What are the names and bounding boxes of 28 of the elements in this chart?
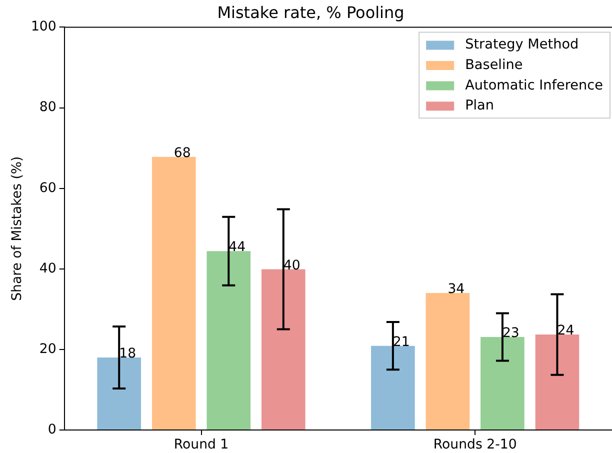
y-tick-label: 80 <box>39 100 56 116</box>
legend-label: Plan <box>465 98 494 114</box>
y-tick-label: 20 <box>39 342 56 357</box>
bar <box>262 269 306 430</box>
data-label: 34 <box>448 282 465 298</box>
y-tick-label: 100 <box>30 20 56 35</box>
y-axis-title: Share of Mistakes (%) <box>10 156 25 301</box>
y-tick-label: 0 <box>48 422 56 438</box>
legend-label: Baseline <box>465 57 523 74</box>
y-tick-label: 60 <box>39 180 56 196</box>
bar <box>426 293 470 430</box>
data-label: 44 <box>228 240 246 256</box>
data-label: 68 <box>174 146 191 161</box>
bar <box>206 251 251 430</box>
x-tick-label: Rounds 2-10 <box>433 437 517 452</box>
bar <box>480 336 524 430</box>
bar <box>152 156 196 430</box>
data-label: 24 <box>557 324 574 339</box>
legend-label: Automatic Inference <box>465 77 604 94</box>
y-tick-label: 40 <box>39 261 56 276</box>
x-tick-label: Round 1 <box>174 437 229 452</box>
data-label: 18 <box>119 346 136 362</box>
legend-label: Strategy Method <box>465 36 579 53</box>
data-label: 23 <box>502 326 520 341</box>
bar <box>535 334 580 430</box>
bar <box>97 357 142 430</box>
chart-title: Mistake rate, % Pooling <box>217 2 404 22</box>
bar <box>371 346 415 430</box>
